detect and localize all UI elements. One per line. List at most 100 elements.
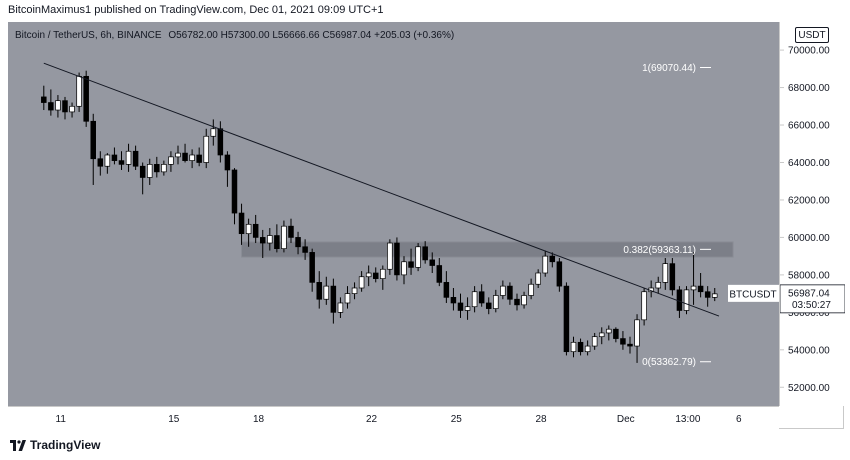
symbol-tag: BTCUSDT <box>729 289 776 300</box>
chart-legend: Bitcoin / TetherUS, 6h, BINANCE O56782.0… <box>15 30 454 41</box>
candle <box>542 255 548 274</box>
candle <box>613 328 619 339</box>
price-tick-label: 54000.00 <box>788 345 830 356</box>
candle <box>436 265 443 283</box>
candle <box>351 287 358 294</box>
candle <box>500 285 506 296</box>
candle <box>662 263 669 283</box>
fib-level-label: 0.382(59363.11) <box>623 245 696 256</box>
candle <box>358 276 365 289</box>
fib-level-label: 1(69070.44) <box>642 63 696 74</box>
candle <box>380 268 386 279</box>
candle <box>408 261 414 268</box>
candle <box>485 302 492 309</box>
candle <box>69 105 75 113</box>
candle <box>146 164 153 178</box>
candle <box>330 285 337 313</box>
legend-high-label: H <box>220 30 228 41</box>
price-axis[interactable]: 52000.00 54000.00 56000.00 58000.00 60000.00… <box>779 22 846 406</box>
price-axis-svg: 52000.00 54000.00 56000.00 58000.00 60000.00… <box>779 46 846 394</box>
candle <box>337 302 344 313</box>
legend-close-label: C <box>322 30 330 41</box>
candle <box>577 341 584 353</box>
candle <box>401 261 407 276</box>
candle <box>97 158 104 167</box>
candle <box>598 332 605 338</box>
candle <box>415 246 421 268</box>
time-axis-svg: 11 15 18 22 25 28 Dec 13:00 6 <box>56 414 742 425</box>
candle <box>323 285 330 300</box>
fib-zone <box>241 241 734 258</box>
candle <box>711 293 718 298</box>
candle <box>203 135 209 163</box>
tradingview-logo-icon <box>10 439 26 451</box>
publisher-line: BitcoinMaximus1 published on TradingView… <box>8 4 384 16</box>
candle <box>210 128 217 137</box>
candle <box>634 319 640 347</box>
candle <box>252 223 259 238</box>
footer-brand[interactable]: TradingView <box>10 438 100 452</box>
time-tick-label: 11 <box>56 414 67 425</box>
candle <box>302 246 308 253</box>
candle <box>104 154 111 167</box>
candle <box>182 152 188 161</box>
candle <box>189 154 195 161</box>
candle <box>175 152 181 158</box>
candle <box>161 164 167 173</box>
candle <box>41 96 47 103</box>
price-tick-label: 70000.00 <box>788 46 830 57</box>
legend-open: 56782.00 <box>176 30 218 41</box>
candle <box>507 285 513 300</box>
candle <box>641 291 647 321</box>
candle <box>422 246 428 261</box>
chart-plot-area[interactable]: 1(69070.44) 0.382(59363.11) 0(53362.79) BT… <box>8 22 779 406</box>
candle <box>450 297 457 304</box>
candle <box>464 306 471 311</box>
candle <box>154 164 160 173</box>
price-tick-label: 56000.00 <box>788 308 830 319</box>
time-tick-label: 15 <box>168 414 180 425</box>
candle <box>76 75 82 107</box>
candle <box>620 338 626 345</box>
legend-close: 56987.04 <box>329 30 372 41</box>
candle <box>125 150 132 165</box>
candle <box>457 302 464 311</box>
trendline[interactable] <box>43 62 720 317</box>
candle <box>514 298 520 306</box>
fib-level-label: 0(53362.79) <box>642 357 696 368</box>
legend-high: 57300.00 <box>227 30 270 41</box>
candle <box>281 225 287 250</box>
price-tick-label: 68000.00 <box>788 83 830 94</box>
candle <box>655 282 661 289</box>
candle <box>429 259 435 266</box>
time-axis[interactable]: 11 15 18 22 25 28 Dec 13:00 6 <box>8 406 779 429</box>
candle <box>697 285 704 293</box>
candle <box>238 212 245 235</box>
candle <box>118 160 125 165</box>
time-tick-label: 25 <box>451 414 463 425</box>
candle <box>217 128 224 156</box>
candle <box>627 343 633 347</box>
candle <box>365 272 372 278</box>
last-price-group: BTCUSDT <box>728 284 779 302</box>
candle <box>48 102 54 111</box>
legend-low: 56666.66 <box>277 30 320 41</box>
candle <box>288 225 294 238</box>
candle <box>535 272 541 285</box>
legend-change: +205.03 (+0.36%) <box>374 30 455 41</box>
candle <box>274 235 280 250</box>
candle <box>683 289 690 311</box>
price-tick-label: 60000.00 <box>788 233 830 244</box>
candle <box>669 263 676 291</box>
candle <box>196 154 202 163</box>
candle <box>493 295 499 309</box>
candle <box>387 242 393 270</box>
candle <box>591 336 598 347</box>
fib-levels-group: 1(69070.44) 0.382(59363.11) 0(53362.79) <box>623 63 711 368</box>
currency-button[interactable]: USDT <box>795 27 829 43</box>
time-tick-label: 22 <box>366 414 378 425</box>
chart-svg[interactable]: 1(69070.44) 0.382(59363.11) 0(53362.79) BT… <box>8 22 779 406</box>
candle <box>267 235 273 244</box>
candle <box>231 169 238 214</box>
candle <box>295 237 301 248</box>
